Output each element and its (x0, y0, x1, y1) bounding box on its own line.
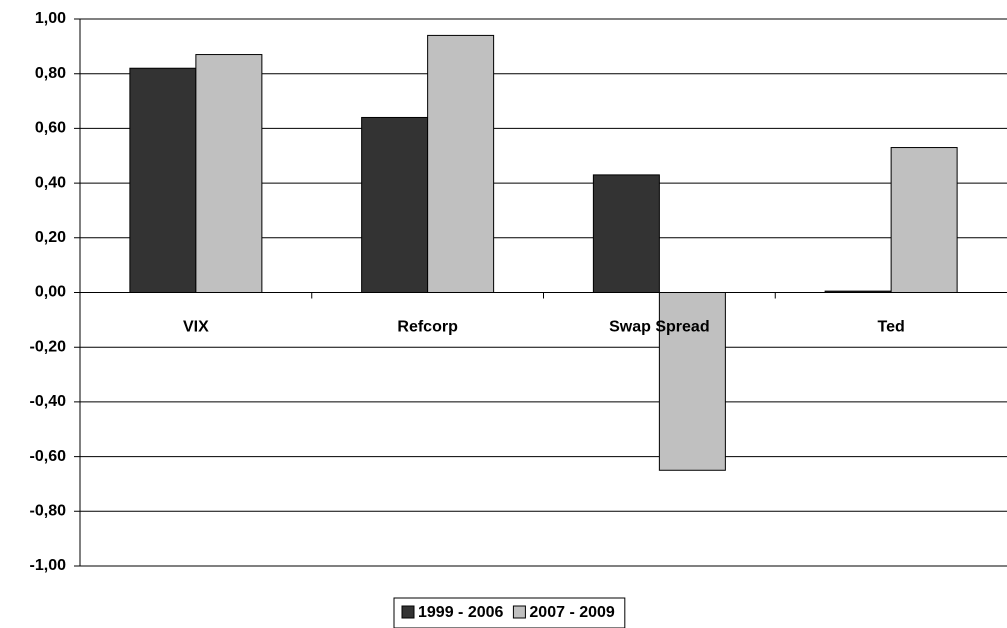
y-tick-label: 0,80 (35, 65, 66, 82)
x-tick-label: Ted (877, 319, 904, 336)
bar (129, 67, 197, 294)
y-tick-label: -1,00 (30, 557, 67, 574)
bar (890, 147, 958, 293)
x-tick-label: VIX (183, 319, 209, 336)
bar (658, 292, 726, 471)
x-tick-label: Refcorp (397, 319, 458, 336)
legend-swatch (401, 605, 415, 619)
y-tick-label: -0,40 (30, 393, 67, 410)
x-tick-label: Swap Spread (609, 319, 709, 336)
bar (427, 34, 495, 293)
y-tick-label: -0,80 (30, 503, 67, 520)
y-tick-label: -0,20 (30, 338, 67, 355)
legend-label: 1999 - 2006 (418, 604, 504, 621)
y-tick-label: 0,00 (35, 284, 66, 301)
y-tick-label: 1,00 (35, 10, 66, 27)
y-tick-label: -0,60 (30, 448, 67, 465)
bar (592, 174, 660, 294)
bar (824, 290, 892, 294)
bar (361, 116, 429, 293)
legend-box (393, 597, 626, 628)
legend-swatch (512, 605, 526, 619)
y-tick-label: 0,20 (35, 229, 66, 246)
legend-label: 2007 - 2009 (529, 604, 615, 621)
bar (195, 54, 263, 294)
y-tick-label: 0,60 (35, 120, 66, 137)
y-tick-label: 0,40 (35, 174, 66, 191)
